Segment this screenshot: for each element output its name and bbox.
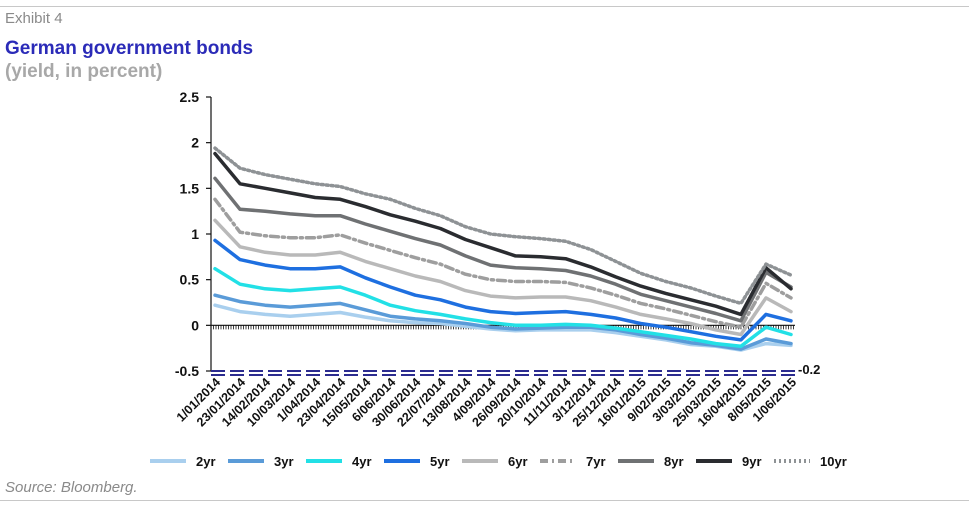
y-tick-label: 1: [191, 226, 199, 242]
exhibit-label: Exhibit 4: [5, 10, 63, 27]
legend-label-9yr: 9yr: [742, 454, 762, 469]
legend-label-6yr: 6yr: [508, 454, 528, 469]
legend-label-3yr: 3yr: [274, 454, 294, 469]
legend-label-7yr: 7yr: [586, 454, 606, 469]
y-tick-label: 0: [191, 317, 199, 333]
chart-subtitle: (yield, in percent): [5, 61, 163, 82]
y-tick-label: 2: [191, 135, 199, 151]
series-line-5yr: [213, 238, 793, 342]
series-line-9yr: [213, 151, 793, 317]
reference-line-label: -0.2: [798, 362, 820, 377]
top-rule: [0, 6, 969, 7]
y-tick-label: -0.5: [175, 363, 199, 379]
series-line-6yr: [213, 218, 793, 337]
chart-title: German government bonds: [5, 38, 254, 59]
legend-label-4yr: 4yr: [352, 454, 372, 469]
legend-label-10yr: 10yr: [820, 454, 847, 469]
y-tick-label: 0.5: [180, 272, 200, 288]
y-tick-label: 2.5: [180, 89, 200, 105]
source-note: Source: Bloomberg.: [5, 479, 138, 496]
series-line-7yr: [213, 197, 793, 329]
series-line-10yr: [213, 146, 793, 306]
legend-label-8yr: 8yr: [664, 454, 684, 469]
legend-label-2yr: 2yr: [196, 454, 216, 469]
series-line-8yr: [213, 176, 793, 323]
series-line-4yr: [213, 266, 793, 349]
bottom-rule: [0, 500, 969, 501]
legend-label-5yr: 5yr: [430, 454, 450, 469]
y-tick-label: 1.5: [180, 180, 200, 196]
series-line-3yr: [213, 293, 793, 351]
